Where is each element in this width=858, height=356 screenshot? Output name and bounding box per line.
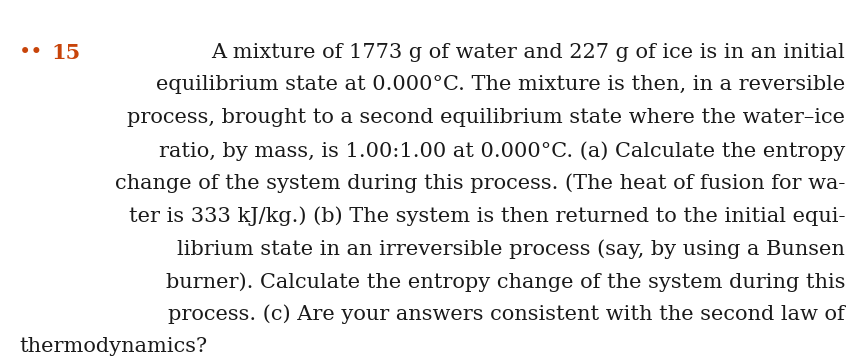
Text: 15: 15 bbox=[51, 43, 81, 63]
Text: librium state in an irreversible process (say, by using a Bunsen: librium state in an irreversible process… bbox=[178, 239, 845, 259]
Text: process, brought to a second equilibrium state where the water–ice: process, brought to a second equilibrium… bbox=[127, 108, 845, 127]
Text: equilibrium state at 0.000°C. The mixture is then, in a reversible: equilibrium state at 0.000°C. The mixtur… bbox=[156, 75, 845, 94]
Text: ••: •• bbox=[19, 43, 44, 62]
Text: change of the system during this process. (The heat of fusion for wa-: change of the system during this process… bbox=[115, 174, 845, 193]
Text: ter is 333 kJ/kg.) (b) The system is then returned to the initial equi-: ter is 333 kJ/kg.) (b) The system is the… bbox=[129, 206, 845, 226]
Text: ratio, by mass, is 1.00:1.00 at 0.000°C. (a) Calculate the entropy: ratio, by mass, is 1.00:1.00 at 0.000°C.… bbox=[159, 141, 845, 161]
Text: process. (c) Are your answers consistent with the second law of: process. (c) Are your answers consistent… bbox=[168, 305, 845, 324]
Text: burner). Calculate the entropy change of the system during this: burner). Calculate the entropy change of… bbox=[166, 272, 845, 292]
Text: thermodynamics?: thermodynamics? bbox=[19, 337, 207, 356]
Text: A mixture of 1773 g of water and 227 g of ice is in an initial: A mixture of 1773 g of water and 227 g o… bbox=[211, 43, 845, 62]
